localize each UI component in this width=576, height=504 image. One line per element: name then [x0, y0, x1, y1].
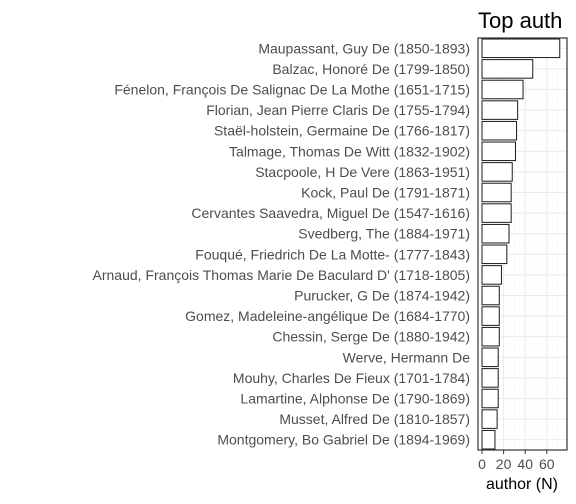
bar: [481, 429, 496, 450]
category-label: Montgomery, Bo Gabriel De (1894-1969): [217, 432, 470, 448]
bar: [481, 100, 519, 120]
chart-title: Top auth: [478, 8, 562, 33]
bar: [481, 79, 524, 100]
category-label: Gomez, Madeleine-angélique De (1684-1770…: [185, 308, 470, 324]
category-label: Mouhy, Charles De Fieux (1701-1784): [233, 370, 470, 386]
gridlines: [478, 38, 567, 450]
bar: [481, 368, 499, 388]
bar: [481, 223, 510, 244]
bar: [481, 285, 500, 306]
bars: [481, 38, 561, 450]
x-tick-label: 60: [539, 456, 555, 472]
x-tick-label: 20: [496, 456, 512, 472]
category-label: Svedberg, The (1884-1971): [298, 226, 470, 242]
bar: [481, 244, 508, 265]
x-tick-label: 0: [478, 456, 486, 472]
bar: [481, 409, 498, 429]
category-label: Musset, Alfred De (1810-1857): [279, 411, 470, 427]
bar: [481, 326, 500, 347]
panel-border: [477, 37, 568, 451]
bar: [481, 347, 499, 368]
category-label: Fouqué, Friedrich De La Motte- (1777-184…: [195, 246, 470, 262]
bar: [481, 265, 502, 285]
category-label: Maupassant, Guy De (1850-1893): [258, 40, 470, 56]
bar: [481, 162, 513, 182]
category-label: Talmage, Thomas De Witt (1832-1902): [229, 143, 470, 159]
category-labels: Maupassant, Guy De (1850-1893) Balzac, Ho…: [93, 40, 471, 447]
x-tick-label: 40: [517, 456, 533, 472]
x-axis-ticks: 0 20 40 60: [478, 450, 555, 472]
bar: [481, 141, 516, 162]
category-label: Lamartine, Alphonse De (1790-1869): [240, 391, 470, 407]
category-label: Stacpoole, H De Vere (1863-1951): [255, 164, 470, 180]
category-label: Balzac, Honoré De (1799-1850): [272, 61, 470, 77]
category-label: Arnaud, François Thomas Marie De Bacular…: [93, 267, 470, 283]
category-label: Staël-holstein, Germaine De (1766-1817): [214, 123, 470, 139]
category-label: Florian, Jean Pierre Claris De (1755-179…: [206, 102, 470, 118]
bar: [481, 59, 534, 79]
category-label: Kock, Paul De (1791-1871): [301, 185, 470, 201]
x-axis-title: author (N): [486, 476, 558, 493]
bar: [481, 203, 512, 223]
bar: [481, 388, 499, 409]
category-label: Chessin, Serge De (1880-1942): [272, 329, 470, 345]
category-label: Werve, Hermann De: [343, 349, 471, 365]
bar: [481, 120, 518, 141]
bar: [481, 306, 500, 326]
category-label: Purucker, G De (1874-1942): [294, 288, 470, 304]
category-label: Fénelon, François De Salignac De La Moth…: [114, 82, 470, 98]
bar: [481, 182, 512, 203]
bar: [481, 38, 561, 59]
category-label: Cervantes Saavedra, Miguel De (1547-1616…: [191, 205, 470, 221]
